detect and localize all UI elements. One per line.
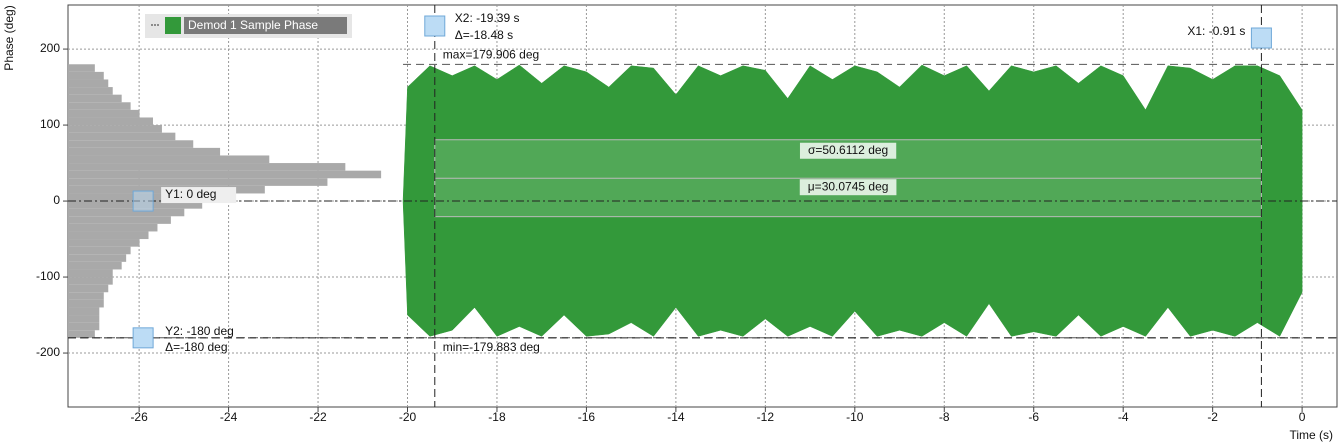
histogram-bar [68,269,113,278]
histogram-bar [68,322,100,331]
y-tick-label: 100 [40,117,60,131]
histogram-bar [68,79,109,88]
legend-label-bg [184,17,347,34]
x-tick-label: -4 [1118,410,1129,424]
cursor-x2-handle [424,15,446,37]
cursor-y1-handle [132,190,154,212]
histogram-bar [68,117,153,126]
histogram-bar [68,284,109,293]
histogram-bar [68,277,113,285]
mean-label: μ=30.0745 deg [808,179,889,193]
y-delta-label: Δ=-180 deg [165,340,227,354]
histogram-bar [68,239,140,247]
histogram-bar [68,155,270,164]
histogram-bar [68,170,382,179]
x-tick-label: -2 [1207,410,1218,424]
x2-label: X2: -19.39 s [455,11,520,25]
y-tick-label: -100 [36,269,60,283]
sigma-label: σ=50.6112 deg [808,143,888,157]
histogram-bar [68,64,95,72]
y1-label: Y1: 0 deg [165,187,216,201]
x-tick-label: -26 [130,410,148,424]
histogram-bar [68,109,140,118]
histogram-bar [68,254,127,262]
max-label: max=179.906 deg [443,48,539,62]
y-tick-label: 0 [53,193,60,207]
histogram-bar [68,223,158,232]
y-tick-label: 200 [40,41,60,55]
histogram-bar [68,292,104,300]
histogram-bar [68,299,104,308]
sigma-label-bg [799,142,897,159]
y-axis-label: Phase (deg) [2,5,16,70]
histogram-bar [68,216,171,224]
histogram-bar [68,132,176,141]
x-tick-label: -24 [220,410,238,424]
x-tick-label: -20 [399,410,417,424]
histogram-bar [68,307,100,316]
histogram-bar [68,178,328,186]
x1-label: X1: -0.91 s [1187,24,1245,38]
histogram-bar [68,102,131,110]
histogram-bar [68,208,185,217]
x-delta-label: Δ=-18.48 s [455,28,513,42]
legend-label: Demod 1 Sample Phase [188,18,318,32]
histogram-bar [68,261,122,270]
histogram-bar [68,330,95,338]
x-tick-label: -8 [939,410,950,424]
histogram-bar [68,87,113,95]
x-tick-label: -12 [757,410,775,424]
histogram-bar [68,231,149,240]
x-tick-label: -10 [846,410,864,424]
histogram-bar [68,163,346,171]
cursor-y2-handle [132,327,154,349]
area-lower [402,200,1303,337]
y-tick-label: -200 [36,345,60,359]
x-tick-label: -16 [578,410,596,424]
cursor-x1-handle [1250,27,1272,49]
histogram-bar [68,140,194,148]
x-tick-label: -18 [488,410,506,424]
histogram-bar [68,94,122,103]
histogram-bar [68,147,221,156]
x-tick-label: -14 [667,410,685,424]
min-label: min=-179.883 deg [443,340,540,354]
y2-label: Y2: -180 deg [165,324,234,338]
histogram-bar [68,71,104,80]
histogram-bar [68,315,100,323]
legend-swatch [165,17,181,34]
area-upper [402,64,1303,202]
histogram-bar [68,246,131,255]
x-tick-label: -6 [1028,410,1039,424]
mean-label-bg [799,179,897,196]
x-tick-label: 0 [1299,410,1306,424]
y1-label-bg [161,187,237,204]
x-axis-label: Time (s) [1289,428,1333,442]
x-tick-label: -22 [309,410,327,424]
histogram-bar [68,125,162,133]
